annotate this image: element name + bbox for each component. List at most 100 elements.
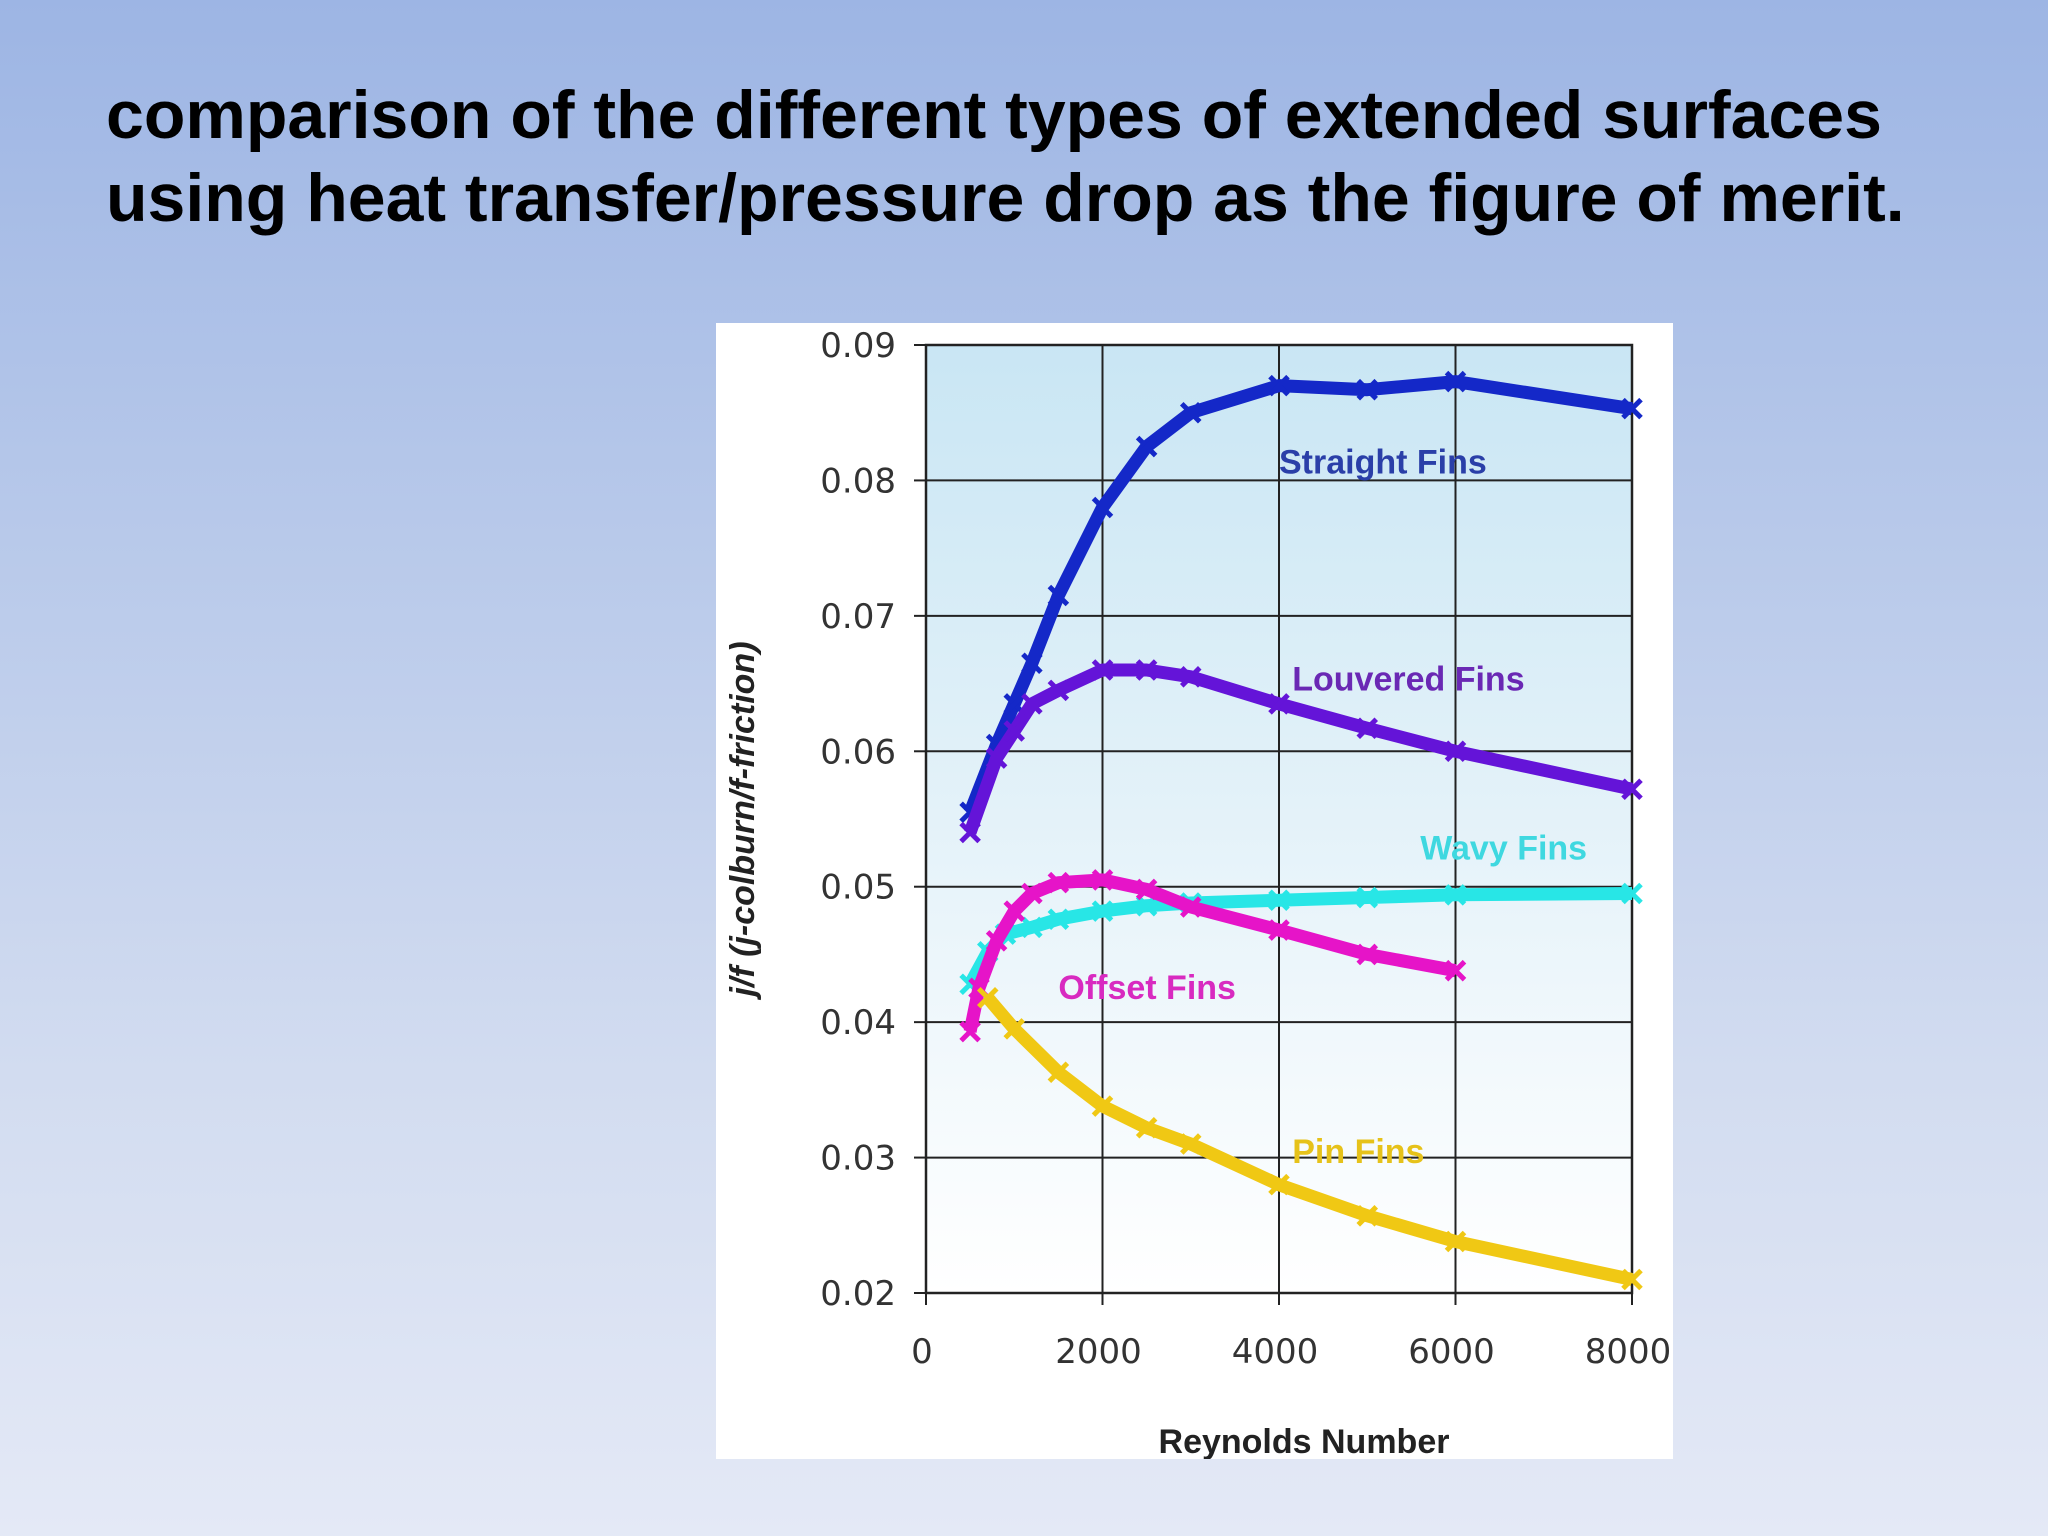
data-point-marker	[1179, 666, 1202, 688]
data-point-marker	[1356, 943, 1379, 966]
data-point	[1268, 374, 1290, 397]
data-point-marker	[1268, 1173, 1290, 1196]
data-point-marker	[1444, 740, 1467, 763]
series-label-louvered-fins: Louvered Fins	[1292, 660, 1524, 698]
data-point-marker	[1047, 679, 1070, 702]
y-tick-label: 0.07	[820, 597, 896, 637]
series-line-straight-fins	[964, 375, 1633, 815]
series-lines	[959, 370, 1643, 1291]
data-point	[1047, 871, 1070, 894]
data-point	[1003, 693, 1026, 715]
data-point-marker	[1621, 397, 1643, 420]
data-point	[1091, 1095, 1114, 1117]
data-point-marker	[1003, 1018, 1026, 1040]
data-point	[959, 821, 981, 844]
y-tick-label: 0.03	[820, 1139, 896, 1179]
data-point-marker	[1091, 900, 1114, 922]
data-point-marker	[1135, 435, 1158, 458]
data-point-marker	[1135, 878, 1158, 901]
data-point	[1135, 894, 1158, 917]
data-point-marker	[1356, 1205, 1379, 1227]
series-label-pin-fins: Pin Fins	[1292, 1133, 1424, 1171]
data-point	[1621, 397, 1643, 420]
data-point	[1047, 584, 1070, 607]
data-point	[1356, 886, 1379, 909]
data-point	[1444, 740, 1467, 763]
data-point-marker	[977, 986, 999, 1009]
data-point-marker	[1047, 871, 1070, 894]
data-point-marker	[1091, 659, 1114, 681]
data-point	[1135, 435, 1158, 458]
data-point-marker	[959, 1020, 981, 1043]
y-tick-label: 0.02	[820, 1274, 896, 1314]
axes: 0.02 0.03 0.04 0.05 0.06 0.07 0.08 0.09 0 2000 400…	[820, 326, 1671, 1372]
chart-panel: 0.02 0.03 0.04 0.05 0.06 0.07 0.08 0.09 0 2000 400…	[716, 323, 1673, 1459]
data-point	[1268, 693, 1290, 715]
data-point-marker	[1091, 1095, 1114, 1117]
data-point	[1091, 496, 1114, 519]
y-axis-title: j/f (j-colburn/f-friction)	[724, 641, 762, 1000]
data-point	[1179, 666, 1202, 688]
data-point	[985, 747, 1008, 769]
series-label-straight-fins: Straight Fins	[1279, 444, 1487, 482]
data-point-marker	[1003, 900, 1026, 922]
x-tick-label: 0	[911, 1332, 933, 1372]
data-point-marker	[1135, 1117, 1158, 1139]
data-point-marker	[1268, 889, 1290, 912]
y-tick-label: 0.06	[820, 732, 896, 772]
data-point	[1047, 679, 1070, 702]
data-point-marker	[1444, 370, 1467, 393]
series-line-offset-fins	[963, 873, 1457, 1033]
plot-frame	[924, 343, 1634, 1295]
y-tick-label: 0.05	[820, 868, 896, 908]
data-point-marker	[1047, 908, 1070, 930]
data-point	[1021, 916, 1043, 939]
series-label-offset-fins: Offset Fins	[1058, 969, 1236, 1007]
data-point-marker	[1047, 584, 1070, 607]
data-point	[1135, 1117, 1158, 1139]
data-point	[1621, 778, 1643, 800]
data-point	[1091, 659, 1114, 681]
data-point	[1135, 878, 1158, 901]
data-point	[1091, 869, 1114, 891]
data-point	[1356, 378, 1379, 401]
y-tick-label: 0.04	[820, 1003, 896, 1043]
data-point	[1356, 943, 1379, 966]
data-point	[1268, 919, 1290, 941]
data-point	[1003, 1018, 1026, 1040]
data-point-marker	[1444, 959, 1467, 982]
data-point	[1444, 370, 1467, 393]
data-point	[1003, 900, 1026, 922]
data-point-marker	[1179, 1133, 1202, 1155]
data-point	[1356, 717, 1379, 740]
data-point	[1621, 882, 1643, 905]
data-point	[1444, 884, 1467, 906]
data-point	[1444, 1230, 1467, 1253]
data-point-marker	[1621, 778, 1643, 800]
x-tick-label: 4000	[1232, 1332, 1319, 1372]
reynolds-chart: 0.02 0.03 0.04 0.05 0.06 0.07 0.08 0.09 0 2000 400…	[724, 326, 1671, 1459]
data-point	[1621, 1268, 1643, 1291]
data-point	[1047, 1061, 1070, 1084]
data-point	[1003, 720, 1026, 742]
data-point	[1179, 896, 1202, 918]
data-point-marker	[1356, 717, 1379, 740]
x-tick-label: 2000	[1055, 1332, 1142, 1372]
x-tick-label: 6000	[1408, 1332, 1495, 1372]
series-label-wavy-fins: Wavy Fins	[1420, 830, 1587, 868]
data-point-marker	[1444, 884, 1467, 906]
data-point-marker	[1091, 869, 1114, 891]
data-point-marker	[1091, 496, 1114, 519]
data-point-marker	[1356, 886, 1379, 909]
data-point-marker	[1021, 916, 1043, 939]
data-point-marker	[1356, 378, 1379, 401]
data-point-marker	[968, 977, 990, 1000]
data-point-marker	[985, 930, 1008, 952]
data-point-marker	[1135, 894, 1158, 917]
data-point-marker	[1021, 882, 1043, 905]
slide-title: comparison of the different types of ext…	[106, 77, 1905, 236]
data-point-marker	[1021, 652, 1043, 675]
data-point-marker	[1179, 896, 1202, 918]
data-point	[1047, 908, 1070, 930]
data-point	[1268, 889, 1290, 912]
